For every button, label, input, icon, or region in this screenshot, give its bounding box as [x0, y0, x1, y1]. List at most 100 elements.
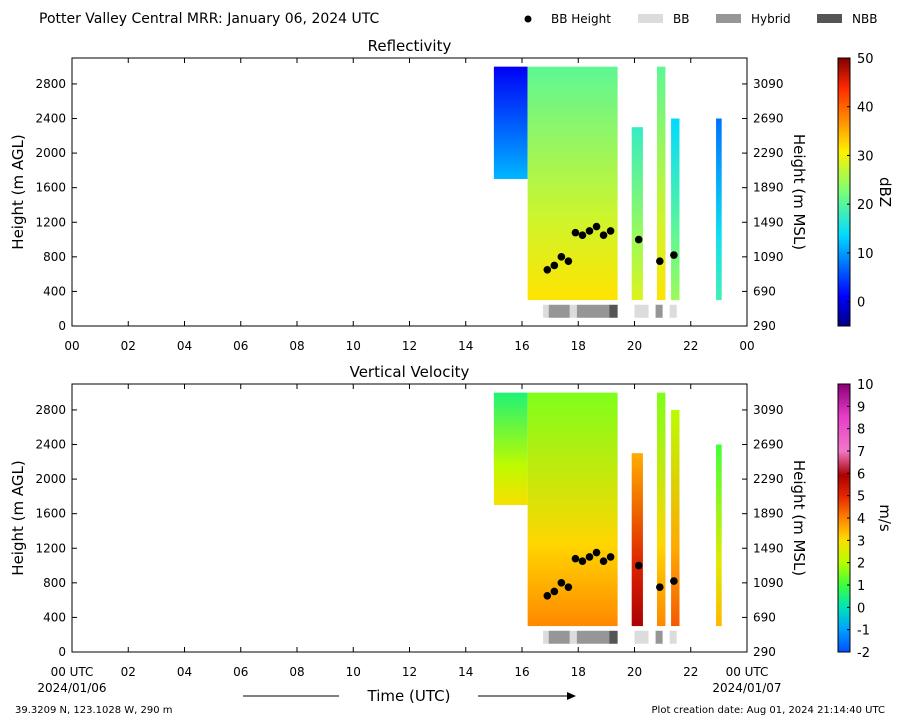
- x-tick-label: 22: [683, 665, 698, 679]
- y2-tick-label: 1090: [753, 576, 784, 590]
- y-tick-label: 1200: [35, 215, 66, 229]
- colorbar: [837, 57, 851, 327]
- echo-segment: [493, 392, 528, 506]
- x-tick-label: 02: [121, 339, 136, 353]
- bb-height-point: [550, 261, 559, 270]
- bb-height-point: [543, 592, 552, 600]
- bb-height-point: [656, 257, 664, 265]
- colorbar-tick-label: 1: [857, 579, 865, 594]
- colorbar-tick-label: 6: [857, 467, 865, 482]
- bb-height-point: [571, 228, 580, 237]
- legend-label-hybrid: Hybrid: [751, 12, 791, 26]
- y2-tick-label: 1490: [753, 541, 784, 555]
- x-tick-label: 12: [402, 339, 417, 353]
- plot-area: [493, 392, 722, 644]
- y-tick-label: 800: [43, 250, 66, 264]
- legend-swatch-nbb: [817, 14, 842, 23]
- x-tick-label: 14: [458, 665, 473, 679]
- legend-swatch-bb: [638, 14, 663, 23]
- echo-segment: [716, 444, 722, 627]
- y-tick-label: 2800: [35, 77, 66, 91]
- bb-type-bar-hybrid: [548, 630, 570, 644]
- plot-frame: [71, 57, 748, 327]
- y2-tick-label: 3090: [753, 77, 784, 91]
- bb-height-point: [599, 557, 608, 566]
- y2-tick-label: 1890: [753, 181, 784, 195]
- y2-tick-label: 290: [753, 319, 776, 333]
- colorbar-label: dBZ: [876, 177, 894, 207]
- x-tick-label: 10: [346, 339, 361, 353]
- plot-area: [493, 66, 722, 318]
- colorbar-tick-label: 10: [857, 247, 874, 262]
- bb-height-point: [606, 227, 615, 235]
- bb-height-point: [592, 222, 601, 231]
- y2-tick-label: 290: [753, 645, 776, 659]
- x-tick-label: 18: [571, 665, 586, 679]
- bb-height-point: [571, 554, 580, 563]
- bb-height-point: [592, 548, 601, 557]
- y-tick-label: 800: [43, 576, 66, 590]
- colorbar-tick-label: 7: [857, 445, 865, 460]
- x-tick-label: 04: [177, 665, 192, 679]
- y2-tick-label: 690: [753, 284, 776, 298]
- legend-label-bb-height: BB Height: [551, 12, 611, 26]
- bb-type-bar-bb: [543, 630, 549, 644]
- y-tick-label: 2400: [35, 438, 66, 452]
- x-tick-label: 06: [233, 665, 248, 679]
- legend: BB Height BB Hybrid NBB: [524, 12, 877, 26]
- bb-type-bar-nbb: [609, 630, 618, 644]
- echo-segment: [657, 392, 666, 627]
- y2-tick-label: 2690: [753, 438, 784, 452]
- end-date-label: 2024/01/07: [712, 681, 781, 695]
- y-tick-label: 400: [43, 610, 66, 624]
- colorbar-tick-label: 0: [857, 296, 865, 311]
- bb-height-point: [564, 583, 573, 591]
- location-text: 39.3209 N, 123.1028 W, 290 m: [15, 705, 173, 716]
- x-tick-label: 20: [627, 665, 642, 679]
- x-tick-label: 14: [458, 339, 473, 353]
- bb-height-point: [606, 553, 615, 561]
- time-arrow-head: [567, 692, 576, 700]
- y2-axis-label: Height (m MSL): [790, 460, 808, 576]
- bb-height-point: [670, 251, 678, 259]
- y2-tick-label: 1490: [753, 215, 784, 229]
- y2-tick-label: 3090: [753, 403, 784, 417]
- y-tick-label: 2400: [35, 112, 66, 126]
- legend-swatch-hybrid: [716, 14, 741, 23]
- bb-type-bar-bb: [634, 304, 649, 318]
- y2-tick-label: 1090: [753, 250, 784, 264]
- plot-frame: [71, 383, 748, 653]
- bb-type-bar-hybrid: [548, 304, 570, 318]
- legend-bb-height-dot: [524, 15, 532, 23]
- panels: Reflectivity0400800120016002000240028002…: [9, 37, 894, 679]
- bb-type-bar-hybrid: [576, 304, 610, 318]
- bb-height-point: [656, 583, 664, 591]
- y-tick-label: 400: [43, 284, 66, 298]
- legend-label-bb: BB: [673, 12, 689, 26]
- colorbar-tick-label: -2: [857, 646, 870, 661]
- bb-height-point: [634, 561, 643, 570]
- panel-2: Vertical Velocity04008001200160020002400…: [9, 363, 894, 679]
- bb-height-point: [585, 553, 594, 561]
- bb-type-bar-bb: [569, 304, 577, 318]
- echo-segment: [527, 66, 618, 301]
- colorbar-tick-label: 50: [857, 52, 874, 67]
- x-tick-label: 00: [64, 339, 79, 353]
- bb-height-point: [564, 257, 573, 265]
- y-tick-label: 0: [58, 645, 66, 659]
- colorbar-tick-label: 3: [857, 534, 865, 549]
- y-tick-label: 1600: [35, 181, 66, 195]
- echo-segment: [657, 66, 666, 301]
- x-tick-label: 08: [289, 339, 304, 353]
- colorbar-tick-label: 10: [857, 378, 874, 393]
- bb-type-bar-bb: [569, 630, 577, 644]
- creation-date-text: Plot creation date: Aug 01, 2024 21:14:4…: [651, 705, 885, 716]
- y-tick-label: 1600: [35, 507, 66, 521]
- colorbar-tick-label: 30: [857, 149, 874, 164]
- start-date-label: 2024/01/06: [37, 681, 106, 695]
- end-time-label: 00 UTC: [726, 665, 769, 679]
- colorbar-label: m/s: [876, 504, 894, 532]
- echo-segment: [631, 127, 643, 301]
- colorbar-tick-label: 40: [857, 101, 874, 116]
